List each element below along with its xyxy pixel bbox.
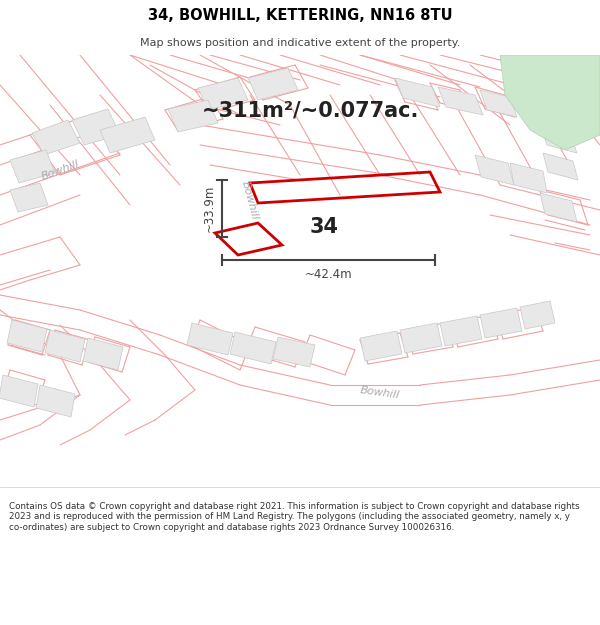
Text: Map shows position and indicative extent of the property.: Map shows position and indicative extent…: [140, 38, 460, 48]
Polygon shape: [36, 385, 75, 417]
Text: 34: 34: [310, 217, 339, 237]
Polygon shape: [540, 193, 577, 222]
Text: Bowhill: Bowhill: [40, 159, 80, 181]
Polygon shape: [273, 337, 315, 367]
Polygon shape: [480, 308, 522, 338]
Polygon shape: [440, 316, 482, 346]
Text: ~42.4m: ~42.4m: [305, 268, 352, 281]
Polygon shape: [168, 100, 218, 132]
Polygon shape: [360, 331, 402, 361]
Polygon shape: [187, 323, 233, 355]
Text: Contains OS data © Crown copyright and database right 2021. This information is : Contains OS data © Crown copyright and d…: [9, 502, 580, 532]
Polygon shape: [500, 55, 600, 150]
Polygon shape: [230, 332, 276, 364]
Polygon shape: [510, 163, 547, 193]
Text: Bowhill: Bowhill: [240, 179, 260, 221]
Polygon shape: [7, 320, 47, 352]
Polygon shape: [0, 375, 38, 407]
Polygon shape: [543, 153, 578, 180]
Polygon shape: [395, 78, 440, 107]
Polygon shape: [520, 301, 555, 329]
Polygon shape: [198, 78, 248, 110]
Text: Bowhill: Bowhill: [359, 385, 400, 401]
Polygon shape: [248, 68, 298, 100]
Polygon shape: [100, 117, 155, 153]
Polygon shape: [10, 150, 55, 183]
Polygon shape: [72, 109, 120, 145]
Polygon shape: [45, 330, 85, 362]
Polygon shape: [400, 323, 442, 353]
Polygon shape: [83, 338, 123, 370]
Text: ~311m²/~0.077ac.: ~311m²/~0.077ac.: [202, 100, 419, 120]
Polygon shape: [438, 87, 483, 115]
Polygon shape: [480, 90, 517, 117]
Text: ~33.9m: ~33.9m: [203, 185, 216, 232]
Text: 34, BOWHILL, KETTERING, NN16 8TU: 34, BOWHILL, KETTERING, NN16 8TU: [148, 8, 452, 23]
Polygon shape: [32, 120, 80, 155]
Polygon shape: [475, 155, 514, 185]
Polygon shape: [10, 183, 48, 212]
Polygon shape: [540, 125, 577, 153]
